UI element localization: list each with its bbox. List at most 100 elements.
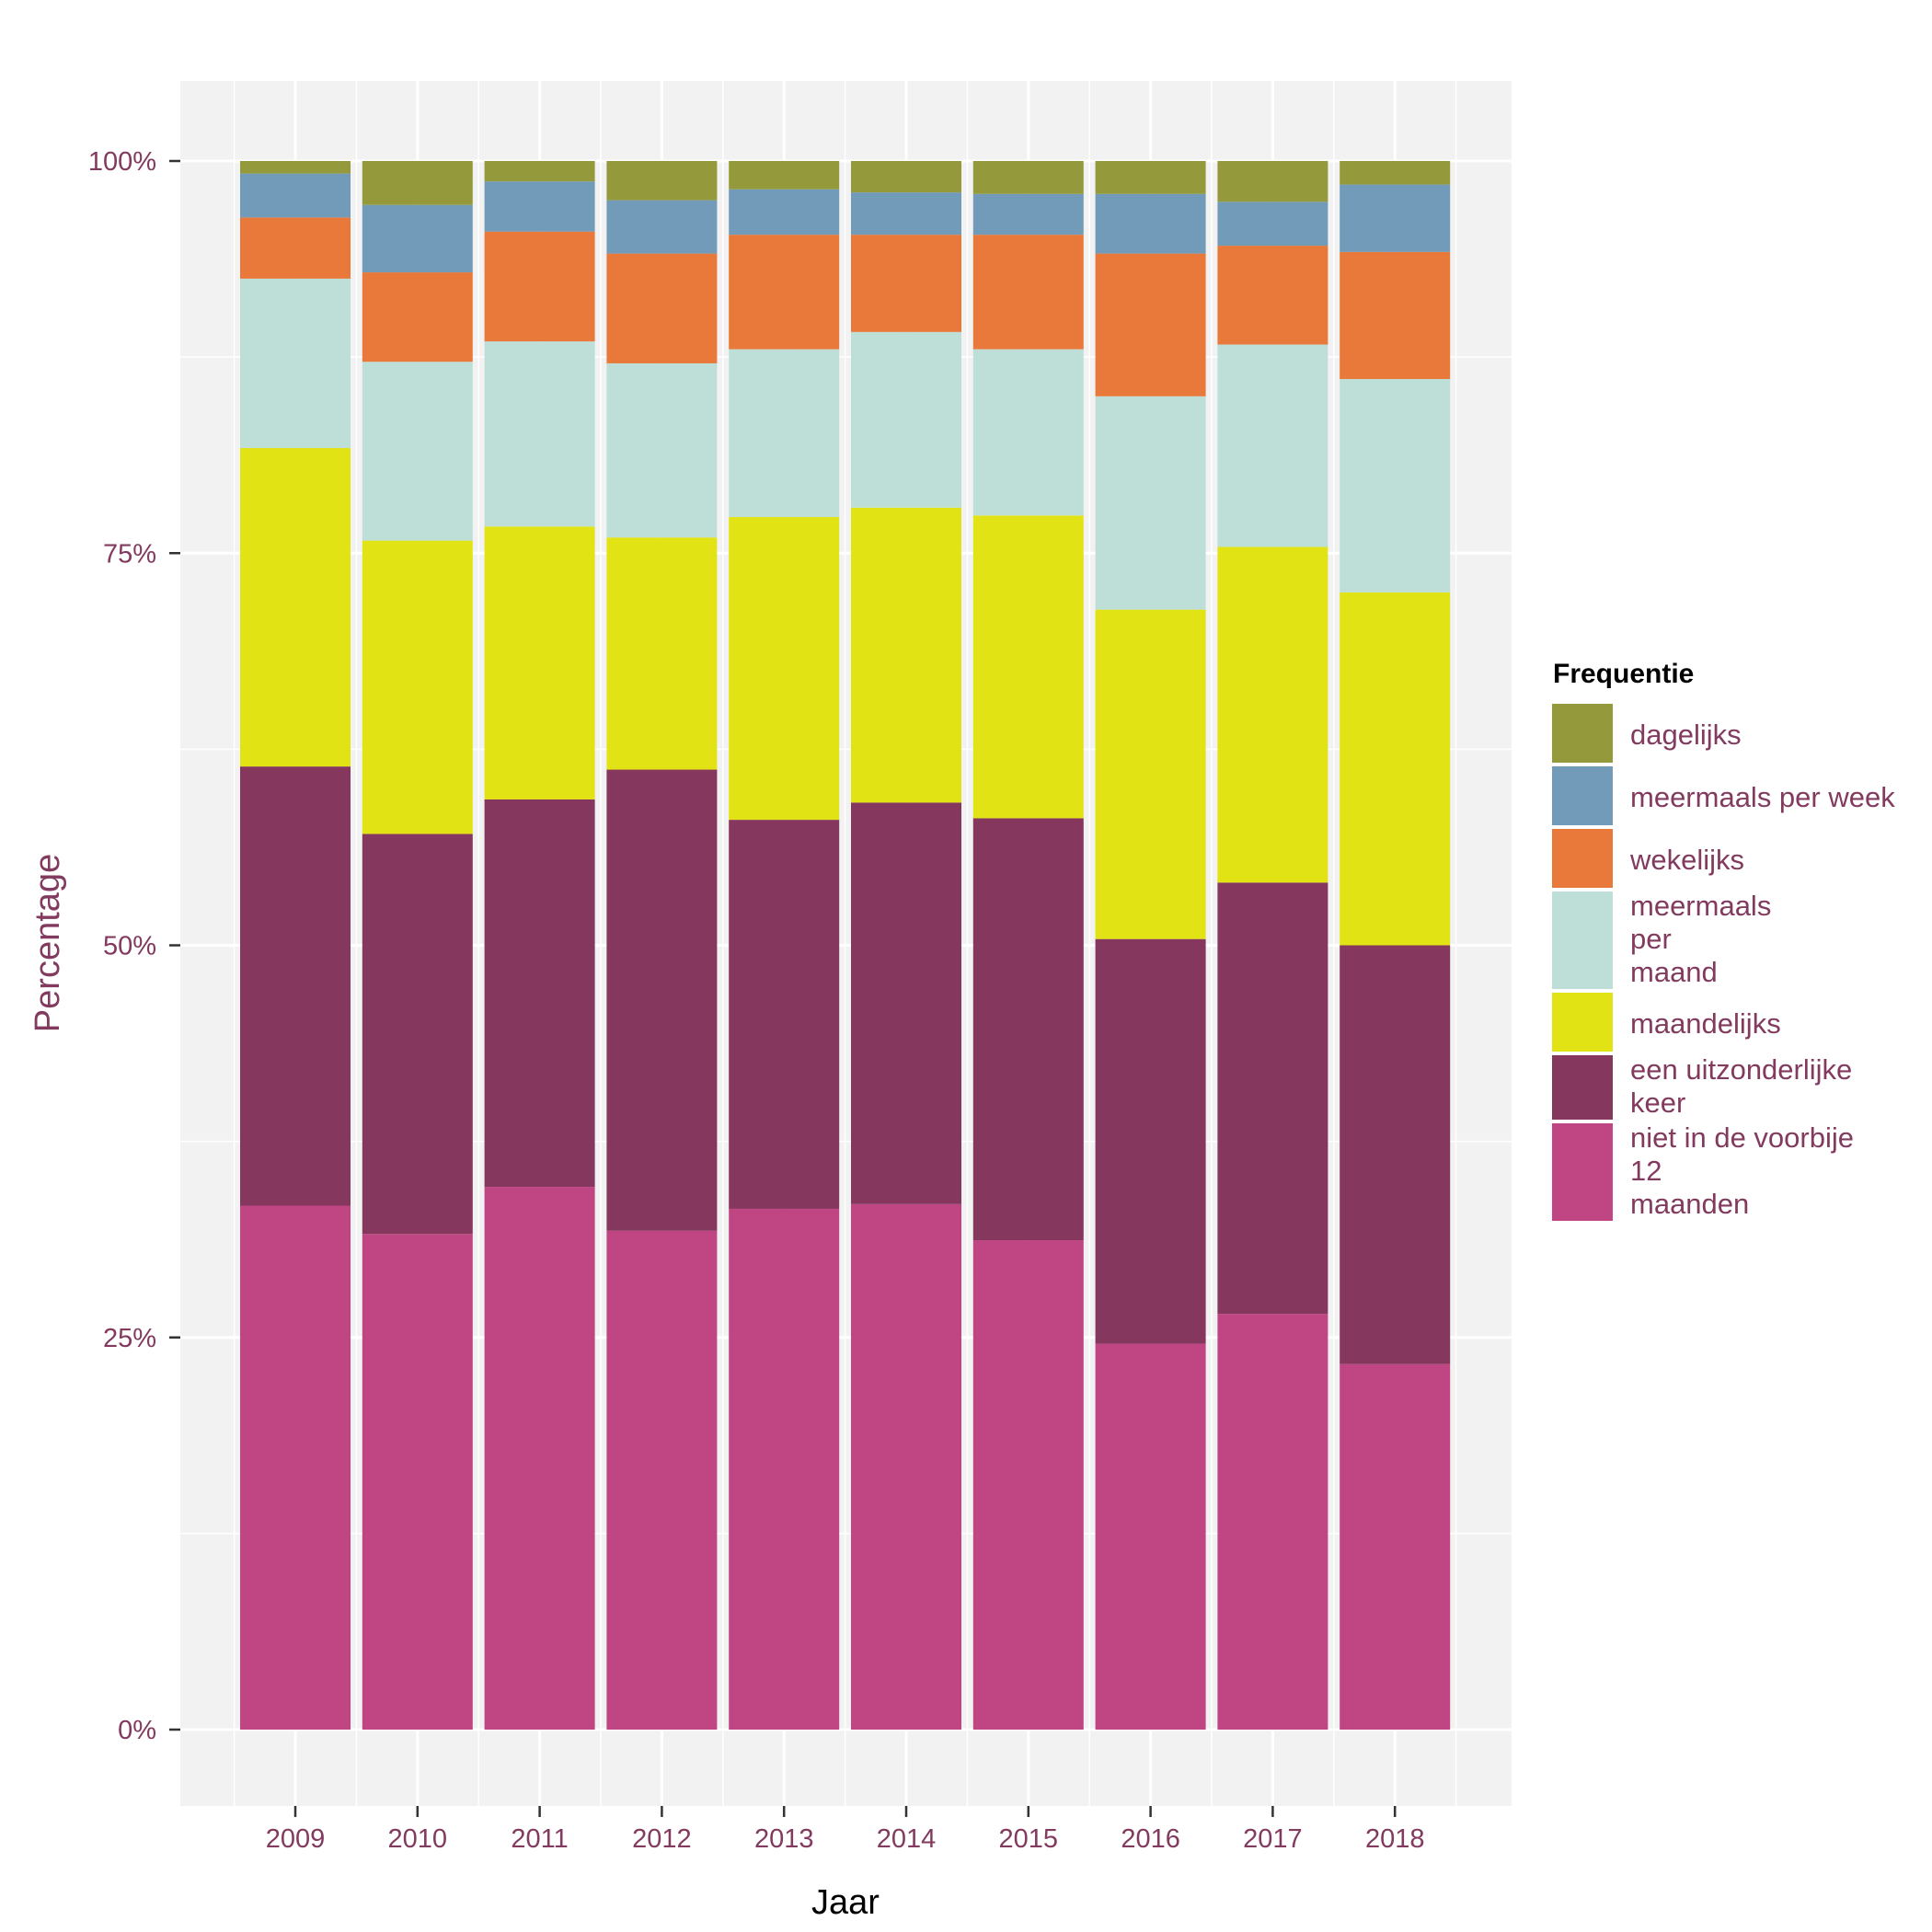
bar-segment [1095,193,1206,254]
legend-key [1552,829,1613,888]
bar-segment [606,200,718,254]
bar-segment [606,537,718,770]
bar-segment [484,1187,595,1730]
legend-label: meermaals per week [1630,781,1895,813]
y-tick-label: 75% [103,539,156,569]
bar-segment [972,515,1084,819]
y-axis: 0% 25% 50% 75% 100% [88,147,180,1745]
bar-segment [1340,945,1451,1364]
bar-segment [606,253,718,363]
bar-segment [972,349,1084,516]
bar-segment [729,517,840,821]
bar-segment [1095,1343,1206,1730]
bar-segment [851,192,961,236]
bar-segment [362,540,473,834]
bar-segment [1217,161,1328,202]
x-tick-label: 2017 [1243,1824,1303,1854]
bar-segment [1095,161,1206,194]
bars [240,161,1451,1730]
bar-segment [240,161,351,174]
bar-segment [729,161,840,190]
bar-segment [362,161,473,205]
bar-segment [972,818,1084,1241]
bar-segment [1217,546,1328,883]
legend-title: Frequentie [1553,659,1694,689]
legend-key [1552,1055,1613,1120]
bar-segment [851,331,961,508]
bar-segment [362,1234,473,1730]
x-tick-label: 2010 [388,1824,448,1854]
x-tick-label: 2016 [1121,1824,1180,1854]
bar-segment [972,193,1084,236]
bar-segment [851,802,961,1204]
legend-key [1552,704,1613,763]
bar-segment [1217,246,1328,345]
bar-segment [240,278,351,449]
bar-segment [606,161,718,201]
bar-segment [1340,1363,1451,1730]
y-tick-label: 50% [103,932,156,961]
bar-segment [606,362,718,538]
x-tick-label: 2011 [511,1824,568,1854]
bar-segment [484,526,595,799]
bar-segment [1217,882,1328,1315]
bar-segment [1340,592,1451,946]
bar-segment [1217,344,1328,547]
bar-segment [484,181,595,232]
bar-segment [1217,201,1328,247]
bar-segment [606,1230,718,1730]
bar-segment [484,231,595,342]
bar-segment [606,769,718,1231]
y-axis-title: Percentage [29,854,67,1032]
bar-segment [851,161,961,193]
bar-segment [1340,184,1451,252]
y-tick-label: 25% [103,1324,156,1353]
bar-segment [729,1208,840,1730]
bar-segment [1095,253,1206,397]
bar-segment [729,820,840,1209]
bar-segment [1217,1314,1328,1730]
legend-label: niet in de voorbije 12 maanden [1630,1121,1854,1220]
x-tick-label: 2018 [1365,1824,1425,1854]
legend-label: meermaals per maand [1630,890,1771,988]
bar-segment [972,235,1084,350]
bar-segment [851,507,961,803]
y-tick-label: 100% [88,147,156,177]
x-axis-title: Jaar [811,1883,880,1922]
bar-segment [729,349,840,518]
bar-segment [972,161,1084,194]
y-tick-label: 0% [118,1716,156,1745]
bar-segment [362,272,473,362]
bar-segment [240,766,351,1206]
legend-label: maandelijks [1630,1007,1781,1040]
bar-segment [1340,378,1451,592]
legend-key [1552,1123,1613,1221]
bar-segment [240,217,351,279]
bar-segment [484,341,595,527]
bar-segment [972,1240,1084,1730]
x-axis: 2009 2010 2011 2012 2013 2014 2015 2016 2017 2018 [266,1806,1425,1854]
legend-key [1552,891,1613,989]
bar-segment [729,235,840,350]
bar-segment [240,173,351,218]
bar-segment [240,1205,351,1730]
bar-segment [1095,938,1206,1344]
bar-segment [1095,396,1206,610]
bar-segment [1340,161,1451,185]
legend-label: een uitzonderlijke keer [1630,1053,1852,1119]
x-tick-label: 2012 [632,1824,692,1854]
bar-segment [1095,609,1206,939]
bar-segment [851,235,961,332]
bar-segment [729,189,840,236]
legend-label: dagelijks [1630,719,1742,751]
bar-segment [240,448,351,767]
x-tick-label: 2013 [754,1824,814,1854]
legend-key [1552,993,1613,1052]
bar-segment [362,834,473,1235]
x-tick-label: 2015 [999,1824,1059,1854]
legend-label: wekelijks [1629,844,1744,876]
bar-segment [1340,251,1451,379]
x-tick-label: 2009 [266,1824,326,1854]
legend-key [1552,766,1613,825]
